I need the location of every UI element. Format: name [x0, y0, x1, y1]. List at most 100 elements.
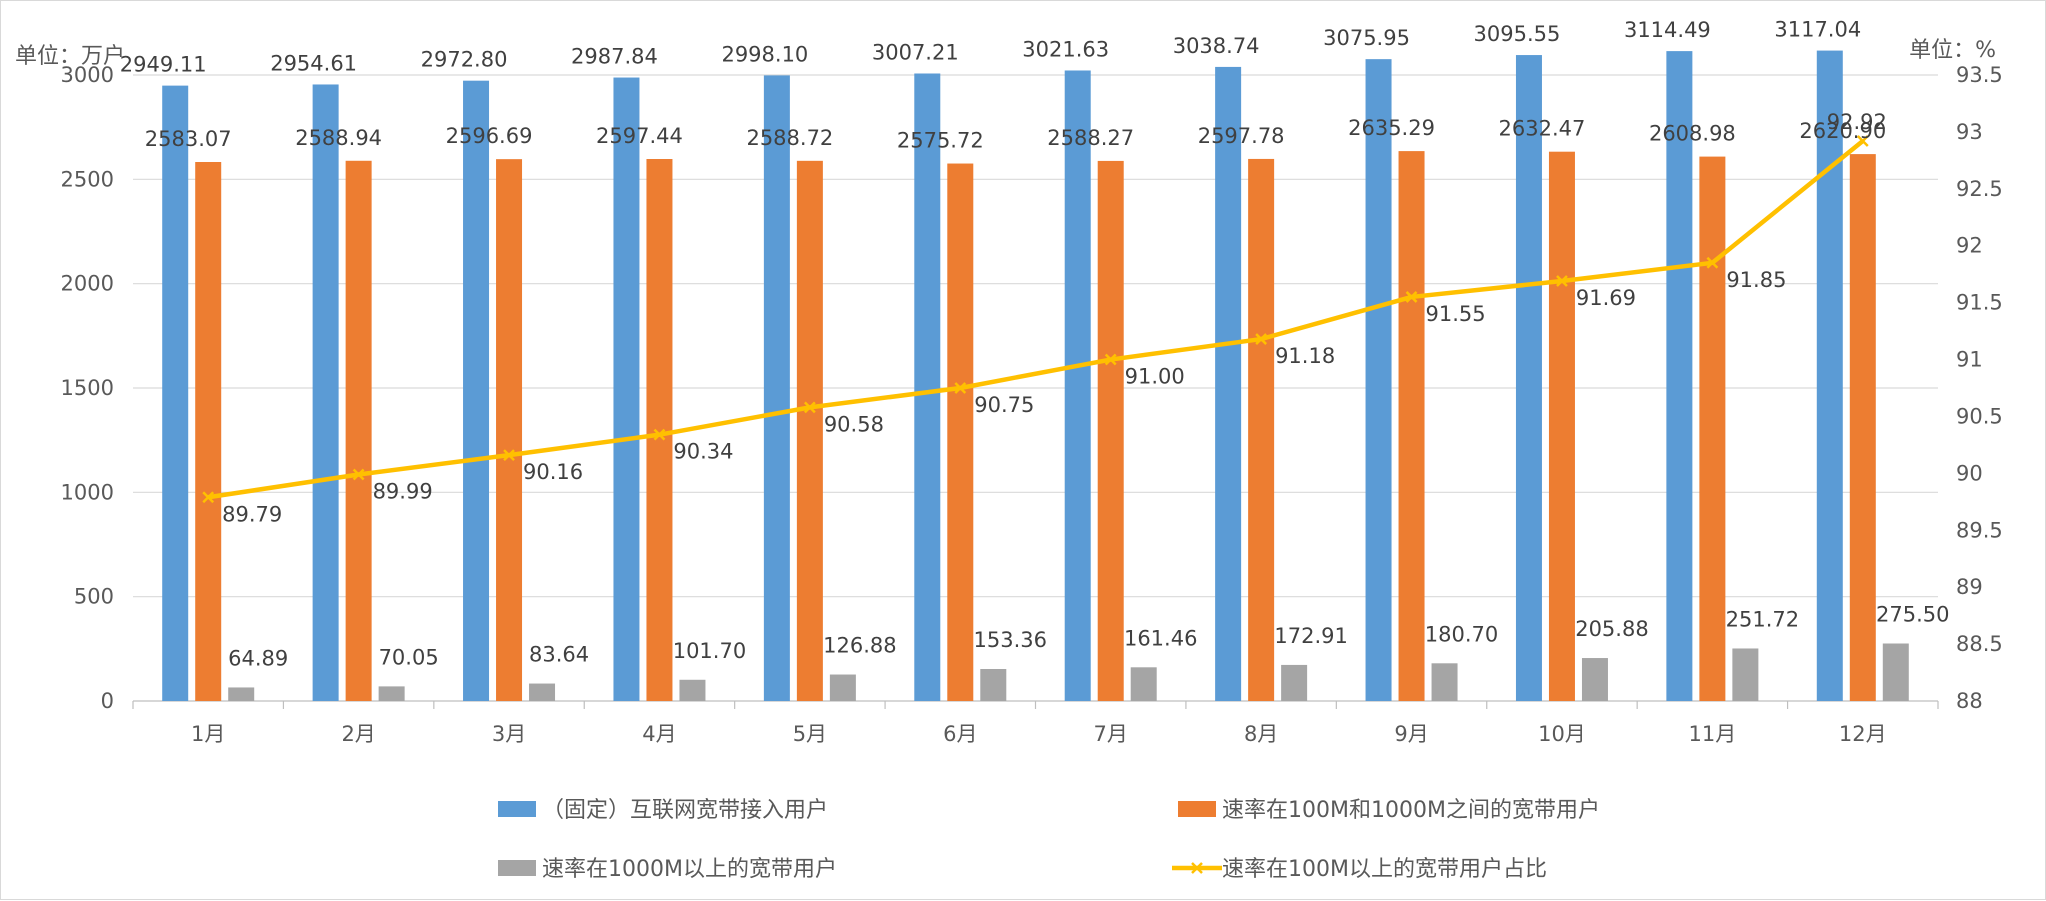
- x-tick-label: 11月: [1689, 722, 1737, 746]
- data-label-series-1: 3114.49: [1624, 18, 1711, 42]
- legend-label: 速率在100M以上的宽带用户占比: [1222, 857, 1547, 882]
- data-label-series-2: 2588.72: [746, 126, 833, 150]
- left-tick-label: 2500: [61, 167, 114, 191]
- bar-series-2: [646, 159, 673, 701]
- data-label-series-2: 2583.07: [145, 127, 232, 151]
- line-data-label: 92.92: [1827, 110, 1887, 134]
- right-unit-label: 单位：%: [1909, 38, 1996, 63]
- data-label-series-2: 2635.29: [1348, 116, 1435, 140]
- data-label-series-2: 2588.94: [295, 126, 382, 150]
- data-label-series-3: 153.36: [974, 628, 1047, 652]
- data-label-series-2: 2588.27: [1047, 126, 1134, 150]
- left-tick-label: 1000: [61, 480, 114, 504]
- data-label-series-3: 101.70: [673, 639, 746, 663]
- line-data-label: 91.00: [1125, 365, 1185, 389]
- left-tick-label: 500: [74, 585, 114, 609]
- data-label-series-3: 205.88: [1575, 617, 1648, 641]
- data-label-series-2: 2597.78: [1198, 124, 1285, 148]
- bar-series-1: [914, 73, 941, 702]
- bar-series-1: [1215, 66, 1242, 701]
- data-label-series-3: 83.64: [529, 643, 589, 667]
- data-label-series-2: 2632.47: [1499, 117, 1586, 141]
- line-data-label: 90.34: [673, 440, 733, 464]
- bars: [162, 50, 1909, 702]
- bar-series-2: [1699, 156, 1726, 701]
- line-marker: [803, 401, 816, 414]
- legend-item: 速率在100M和1000M之间的宽带用户: [1178, 798, 1600, 823]
- line-marker: [1405, 291, 1418, 303]
- left-tick-label: 3000: [61, 63, 114, 87]
- legend-label: 速率在100M和1000M之间的宽带用户: [1222, 798, 1600, 823]
- right-tick-label: 91: [1956, 348, 1983, 372]
- x-tick-label: 10月: [1538, 722, 1586, 746]
- bar-series-2: [345, 160, 372, 701]
- right-tick-label: 89.5: [1956, 518, 2003, 542]
- line-data-label: 91.18: [1275, 344, 1335, 368]
- right-tick-label: 91.5: [1956, 291, 2003, 315]
- data-label-series-3: 161.46: [1124, 626, 1197, 650]
- data-label-series-3: 64.89: [228, 646, 288, 670]
- bar-series-1: [463, 80, 490, 702]
- legend-label: 速率在1000M以上的宽带用户: [542, 857, 837, 882]
- bar-series-3: [980, 668, 1007, 701]
- line-data-label: 89.99: [373, 480, 433, 504]
- bar-series-3: [1581, 658, 1608, 701]
- line-marker: [1856, 135, 1869, 147]
- line-data-label: 91.69: [1576, 286, 1636, 310]
- data-label-series-2: 2597.44: [596, 124, 683, 148]
- legend-item: （固定）互联网宽带接入用户: [498, 798, 828, 823]
- data-label-series-3: 126.88: [823, 634, 896, 658]
- line-data-label: 90.58: [824, 412, 884, 436]
- left-tick-label: 2000: [61, 272, 114, 296]
- x-tick-label: 7月: [1094, 722, 1128, 746]
- x-tick-label: 4月: [642, 722, 676, 746]
- bar-series-2: [1248, 158, 1275, 701]
- data-label-series-1: 3075.95: [1323, 26, 1410, 50]
- bar-series-2: [1398, 151, 1425, 702]
- bar-series-3: [679, 679, 706, 701]
- legend-label: （固定）互联网宽带接入用户: [542, 798, 828, 823]
- line-marker: [1706, 256, 1719, 269]
- data-label-series-1: 2998.10: [721, 42, 808, 66]
- x-tick-label: 5月: [793, 722, 827, 746]
- data-label-series-3: 251.72: [1726, 607, 1799, 631]
- line-marker: [1556, 275, 1568, 287]
- data-label-series-1: 3038.74: [1173, 34, 1260, 58]
- bar-series-1: [1365, 59, 1392, 701]
- x-tick-label: 2月: [341, 722, 375, 746]
- line-marker: [202, 491, 215, 504]
- x-tick-label: 6月: [943, 722, 977, 746]
- data-label-series-1: 3021.63: [1022, 37, 1109, 61]
- right-tick-label: 88: [1956, 689, 1983, 713]
- line-marker: [352, 468, 365, 481]
- legend-swatch: [498, 801, 536, 817]
- data-label-series-3: 275.50: [1876, 603, 1949, 627]
- bar-series-2: [1849, 154, 1876, 701]
- x-tick-label: 9月: [1394, 722, 1428, 746]
- line-marker: [1104, 353, 1117, 366]
- data-labels: 2949.11 2954.61 2972.80 2987.84 2998.10 3007.…: [120, 18, 1950, 671]
- bar-series-2: [796, 160, 823, 701]
- bar-series-1: [1064, 70, 1091, 701]
- data-label-series-1: 3007.21: [872, 40, 959, 64]
- line-data-label: 91.55: [1425, 302, 1485, 326]
- line-data-label: 90.16: [523, 460, 583, 484]
- data-label-series-3: 180.70: [1425, 622, 1498, 646]
- x-tick-label: 12月: [1839, 722, 1887, 746]
- line-series: [202, 135, 1869, 504]
- right-tick-label: 90: [1956, 461, 1983, 485]
- bar-series-1: [1515, 55, 1542, 702]
- data-label-series-2: 2596.69: [446, 124, 533, 148]
- line-marker: [503, 449, 515, 462]
- bar-series-1: [613, 77, 640, 702]
- right-tick-label: 92.5: [1956, 177, 2003, 201]
- left-unit-label: 单位：万户: [15, 44, 125, 69]
- data-label-series-1: 3095.55: [1474, 22, 1561, 46]
- right-tick-label: 93.5: [1956, 63, 2003, 87]
- line-marker: [653, 428, 666, 441]
- line-marker: [1255, 333, 1268, 345]
- data-label-series-1: 2972.80: [421, 48, 508, 72]
- left-axis: 0 500 1000 1500 2000 2500 3000: [61, 63, 114, 713]
- bar-series-1: [1816, 50, 1843, 702]
